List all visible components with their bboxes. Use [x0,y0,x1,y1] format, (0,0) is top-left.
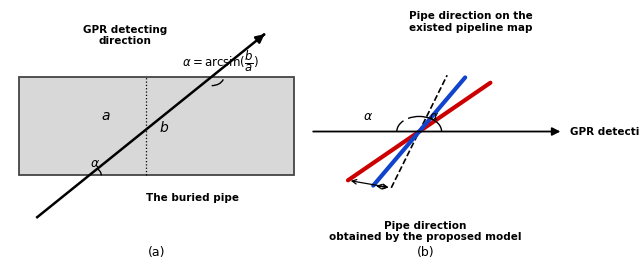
Text: $\alpha = \arcsin(\dfrac{b}{a})$: $\alpha = \arcsin(\dfrac{b}{a})$ [182,49,259,74]
Text: The buried pipe: The buried pipe [145,193,239,203]
Text: $\alpha$: $\alpha$ [90,156,100,170]
Text: (b): (b) [417,246,435,259]
Text: $\alpha$: $\alpha$ [429,110,439,123]
Text: Pipe direction
obtained by the proposed model: Pipe direction obtained by the proposed … [330,221,522,242]
Text: Pipe direction on the
existed pipeline map: Pipe direction on the existed pipeline m… [408,11,532,33]
Text: $a$: $a$ [101,109,110,124]
Text: GPR detecting
direction: GPR detecting direction [83,25,167,46]
Text: $\alpha$: $\alpha$ [363,110,373,123]
Text: $b$: $b$ [159,120,169,135]
Text: (a): (a) [148,246,166,259]
Bar [19,77,294,175]
Text: GPR detecting direction: GPR detecting direction [570,127,640,136]
